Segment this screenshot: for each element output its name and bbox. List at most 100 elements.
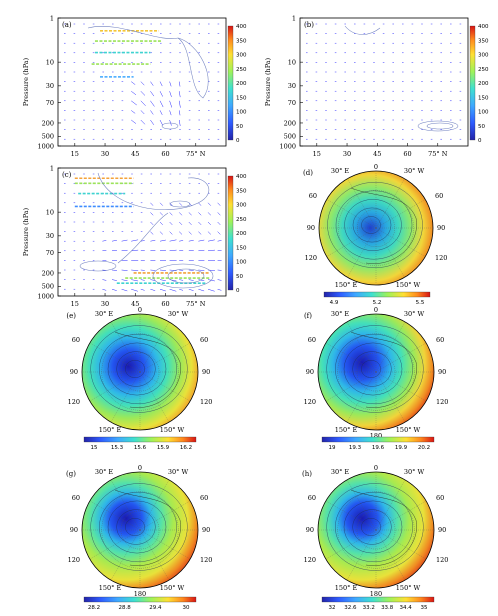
meridian xyxy=(325,529,377,560)
colorbar-tick-label: 15.6 xyxy=(134,445,147,451)
vector-arrow xyxy=(178,110,181,116)
map-label: 90 xyxy=(306,526,314,534)
vector-arrow xyxy=(178,91,181,98)
vector-arrow xyxy=(150,202,154,206)
x-tick-label: 60 xyxy=(403,150,411,158)
vector-arrow xyxy=(159,119,163,126)
contour xyxy=(361,518,381,536)
map-label: 0 xyxy=(138,464,142,472)
y-axis-label: Pressure (hPa) xyxy=(264,57,272,106)
vector-arrow xyxy=(217,240,222,242)
colorbar-tick-label: 350 xyxy=(478,38,489,44)
vector-arrow xyxy=(207,212,211,216)
colorbar xyxy=(227,175,234,291)
colorbar-tick-label: 19.6 xyxy=(372,445,385,451)
y-tick-label: 200 xyxy=(42,119,54,127)
map-label: 0 xyxy=(138,306,142,314)
contour xyxy=(352,509,392,545)
map-label: 60 xyxy=(308,494,316,502)
vector-arrow xyxy=(159,91,163,97)
vector-arrow xyxy=(150,91,155,97)
vector-arrow xyxy=(198,288,205,292)
vector-arrow xyxy=(121,288,128,292)
map-label: 120 xyxy=(435,254,447,262)
map-label: 120 xyxy=(68,398,80,406)
meridian xyxy=(326,199,377,229)
colorbar-tick-label: 50 xyxy=(236,274,243,280)
meridian xyxy=(375,500,427,531)
colorbar-tick-label: 150 xyxy=(236,95,247,101)
contour xyxy=(99,334,177,404)
map-label: 150° W xyxy=(396,584,421,592)
x-tick-label: 15 xyxy=(71,150,79,158)
contour xyxy=(327,182,423,268)
vector-arrow xyxy=(188,231,192,235)
y-tick-label: 70 xyxy=(288,99,296,107)
colorbar-tick-label: 32 xyxy=(329,605,336,611)
contour xyxy=(169,200,191,208)
vector-arrow xyxy=(169,91,172,97)
vector-arrow xyxy=(217,202,221,206)
vector-arrow xyxy=(140,119,146,125)
vector-arrow xyxy=(121,239,128,242)
contour-lines xyxy=(79,172,214,289)
vector-arrow xyxy=(159,202,163,206)
vector-arrow xyxy=(131,239,139,242)
x-tick-label: 30 xyxy=(101,150,109,158)
map-label: 150° W xyxy=(160,584,185,592)
map-label: 90 xyxy=(306,368,314,376)
vector-arrow xyxy=(188,279,194,281)
latitude-circle xyxy=(356,352,396,392)
vector-arrow xyxy=(217,279,222,281)
panel-e: 0 30° E 30° W 60 60 90 90 120 120 150° E 150° W (e)… xyxy=(66,306,212,451)
colorbar-tick-label: 28.8 xyxy=(119,605,132,611)
vector-field xyxy=(306,23,462,140)
vector-arrow xyxy=(140,240,145,242)
contour xyxy=(344,199,402,251)
contour xyxy=(107,342,167,396)
colorbar-tick-label: 5.2 xyxy=(373,300,382,306)
meridian xyxy=(375,227,426,257)
y-tick-label: 500 xyxy=(42,133,54,141)
meridian xyxy=(139,479,170,531)
panel-label: (e) xyxy=(66,312,76,320)
vector-arrow xyxy=(169,221,173,226)
y-tick-label: 70 xyxy=(46,99,54,107)
contour xyxy=(343,342,403,396)
colorbar-tick-label: 20.2 xyxy=(418,445,430,451)
vector-arrow xyxy=(198,279,205,282)
vector-arrow xyxy=(150,110,154,115)
vector-arrow xyxy=(150,239,156,242)
vector-arrow xyxy=(121,249,128,252)
map-label: 60 xyxy=(72,336,80,344)
contour xyxy=(117,212,169,264)
contour xyxy=(125,360,145,378)
coastline xyxy=(114,489,181,566)
colorbar-tick-label: 100 xyxy=(236,260,247,266)
contour xyxy=(417,120,459,132)
meridian xyxy=(375,227,405,278)
colorbar xyxy=(321,596,435,603)
contour xyxy=(79,260,117,272)
colorbar-tick-label: 300 xyxy=(478,53,489,59)
vector-arrow xyxy=(179,221,183,226)
colorbar xyxy=(83,596,197,603)
colorbar xyxy=(469,25,476,141)
meridian xyxy=(375,199,426,229)
vector-arrow xyxy=(207,202,211,206)
colorbar-tick-label: 350 xyxy=(236,188,247,194)
contour xyxy=(177,37,209,99)
vector-field xyxy=(64,173,222,292)
meridian xyxy=(139,529,170,581)
contour xyxy=(326,483,424,571)
contour xyxy=(361,216,381,234)
vector-arrow xyxy=(159,269,166,271)
map-label: 90 xyxy=(437,224,445,232)
vector-arrow xyxy=(198,249,205,252)
colorbar-tick-label: 400 xyxy=(236,174,247,180)
colorbar-tick-label: 0 xyxy=(478,138,482,144)
colorbar-tick-label: 15 xyxy=(91,445,98,451)
meridian xyxy=(139,321,170,373)
